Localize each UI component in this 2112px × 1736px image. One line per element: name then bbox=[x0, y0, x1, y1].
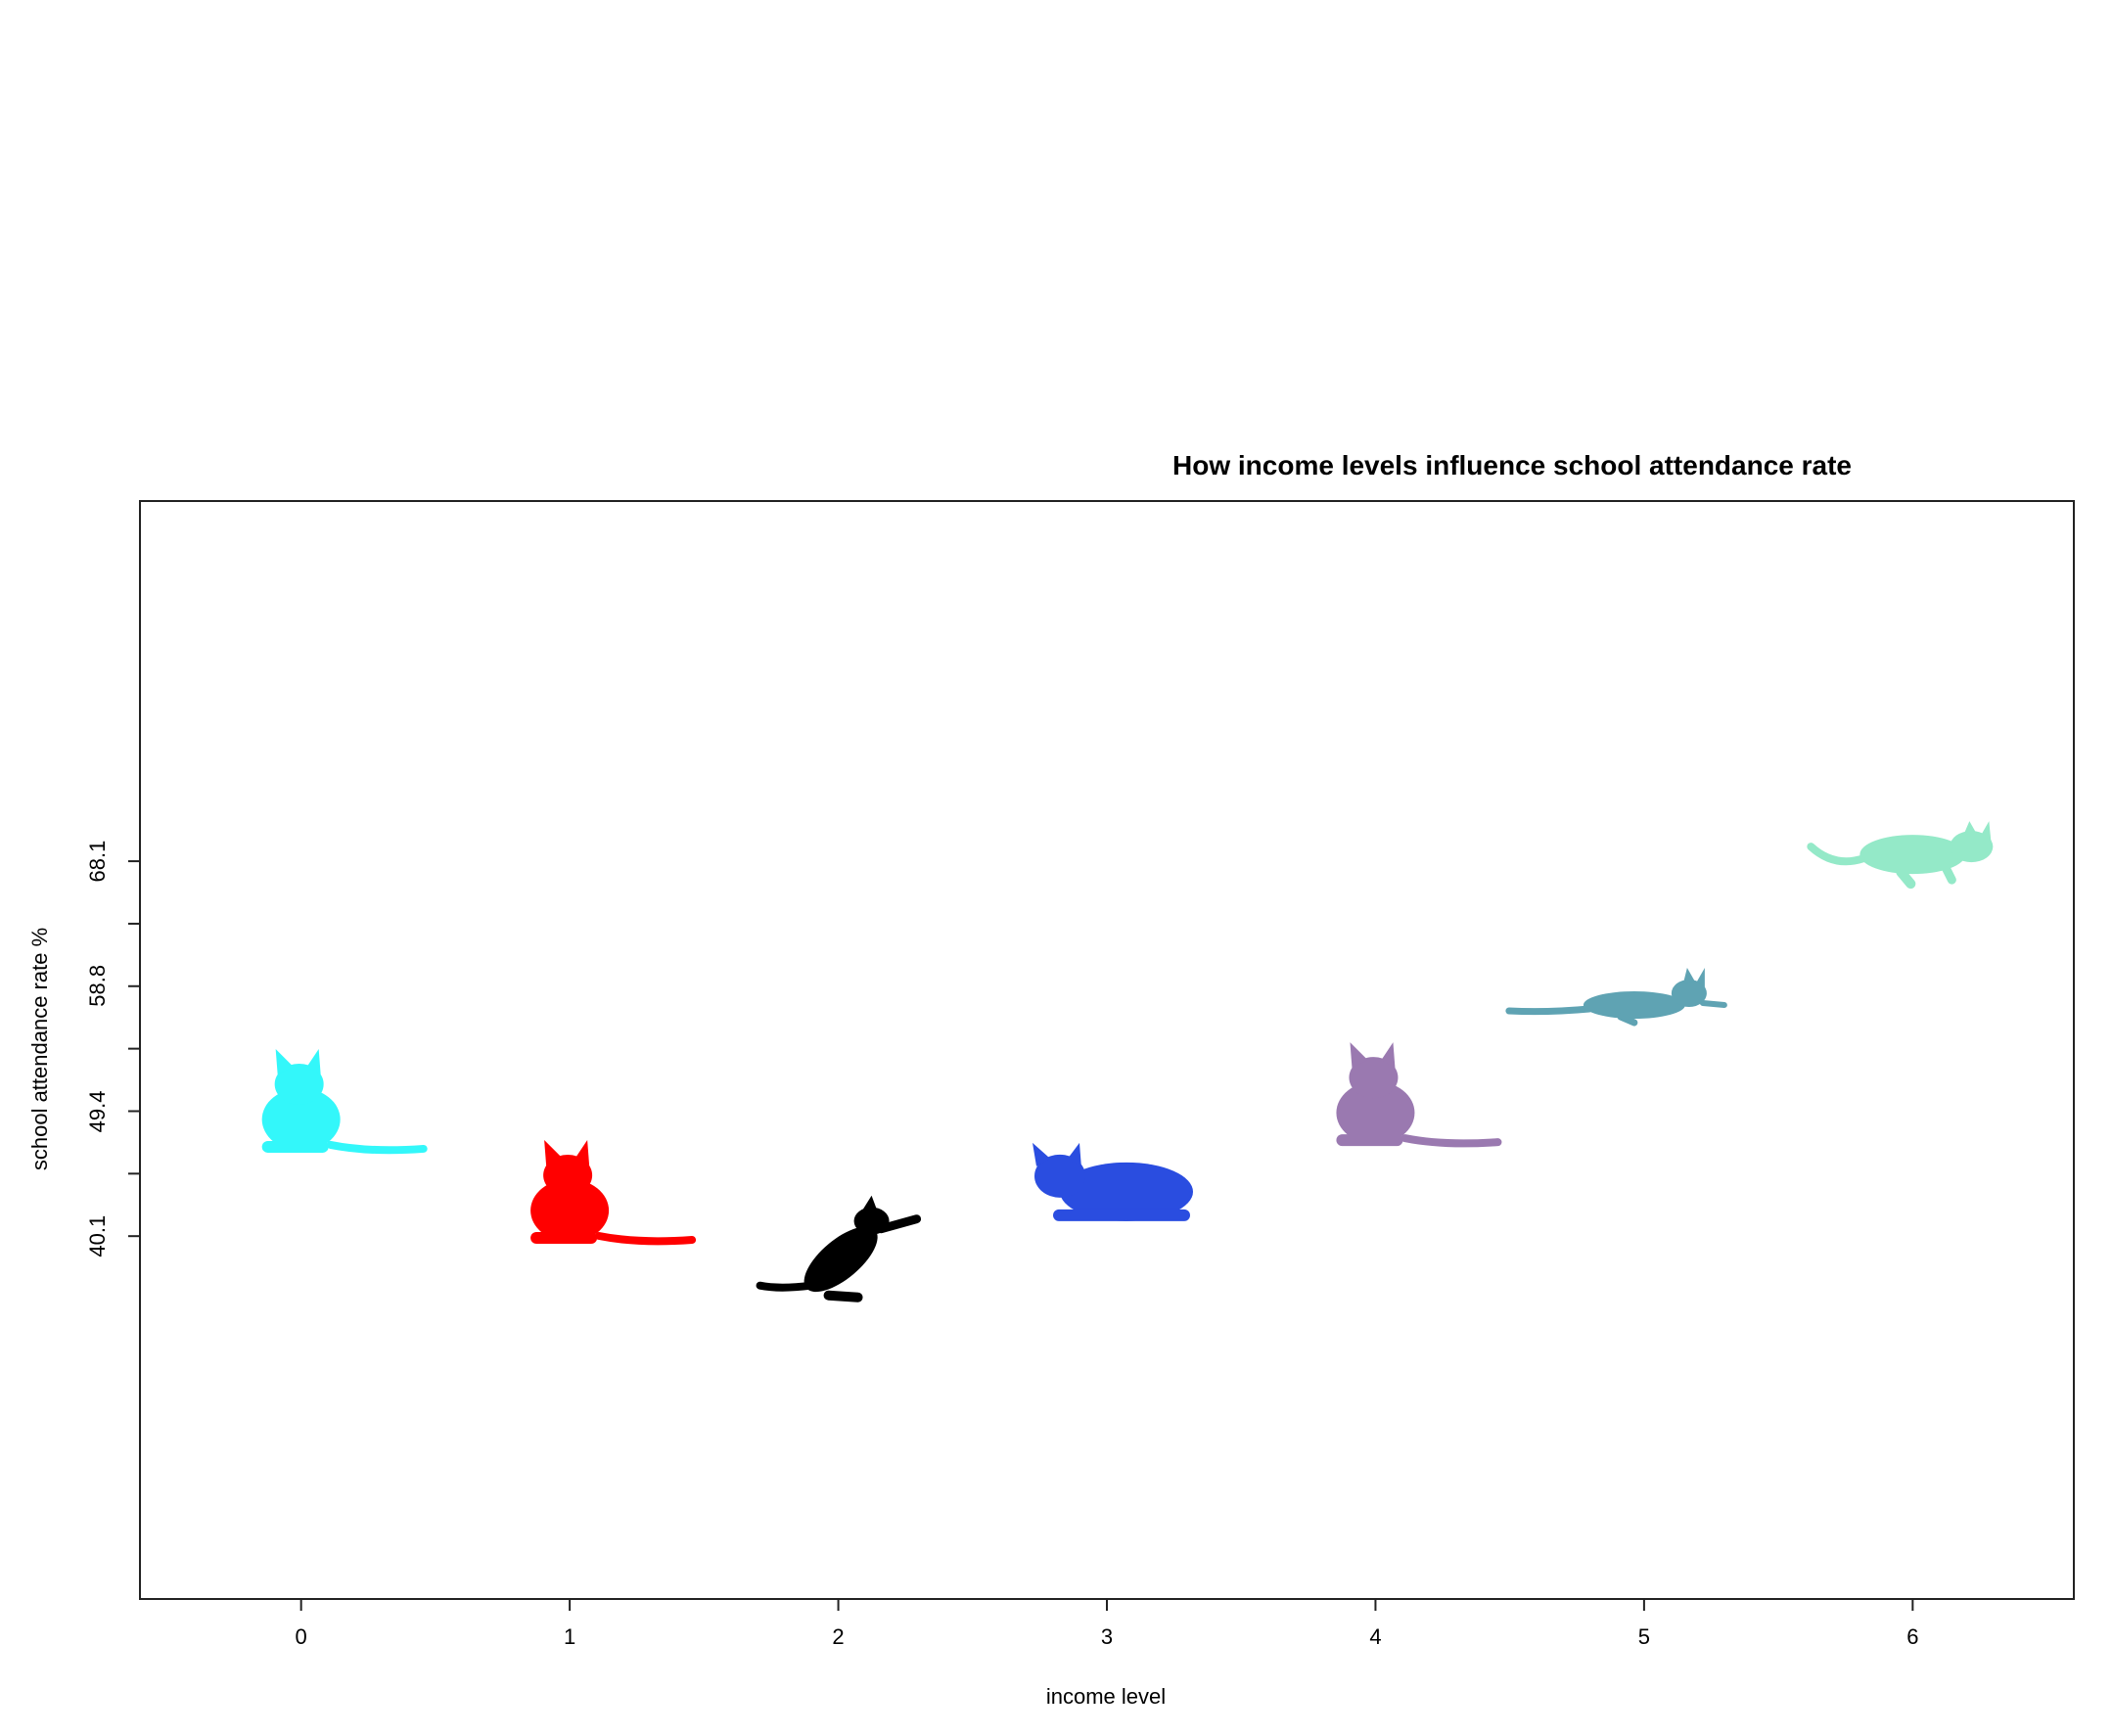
x-tick-label: 4 bbox=[1369, 1624, 1381, 1649]
x-tick-label: 6 bbox=[1906, 1624, 1918, 1649]
data-point-cat-marker bbox=[1033, 1142, 1193, 1221]
y-tick-label: 49.4 bbox=[85, 1091, 110, 1133]
data-point-cat-marker bbox=[1505, 968, 1727, 1027]
x-tick-label: 5 bbox=[1638, 1624, 1650, 1649]
y-axis: 40.1 49.4 58.8 68.1 bbox=[85, 841, 141, 1257]
x-tick-label: 3 bbox=[1101, 1624, 1113, 1649]
chart-title: How income levels influence school atten… bbox=[1172, 450, 1852, 480]
data-point-cat-marker bbox=[261, 1048, 428, 1155]
y-tick-label: 68.1 bbox=[85, 841, 110, 883]
data-point-cat-marker bbox=[530, 1139, 697, 1246]
x-tick-label: 2 bbox=[832, 1624, 844, 1649]
data-point-cat-marker bbox=[756, 1195, 922, 1302]
x-axis: 0 1 2 3 4 5 6 bbox=[296, 1598, 1918, 1649]
y-axis-label: school attendance rate % bbox=[27, 928, 52, 1170]
y-tick-label: 40.1 bbox=[85, 1215, 110, 1257]
y-tick-label: 58.8 bbox=[85, 965, 110, 1007]
data-point-cat-marker bbox=[1807, 821, 1994, 890]
plot-frame bbox=[139, 500, 2075, 1600]
data-points bbox=[261, 821, 1994, 1302]
x-tick-label: 1 bbox=[564, 1624, 575, 1649]
x-axis-label: income level bbox=[1046, 1684, 1166, 1709]
data-point-cat-marker bbox=[1336, 1042, 1502, 1148]
x-tick-label: 0 bbox=[296, 1624, 307, 1649]
